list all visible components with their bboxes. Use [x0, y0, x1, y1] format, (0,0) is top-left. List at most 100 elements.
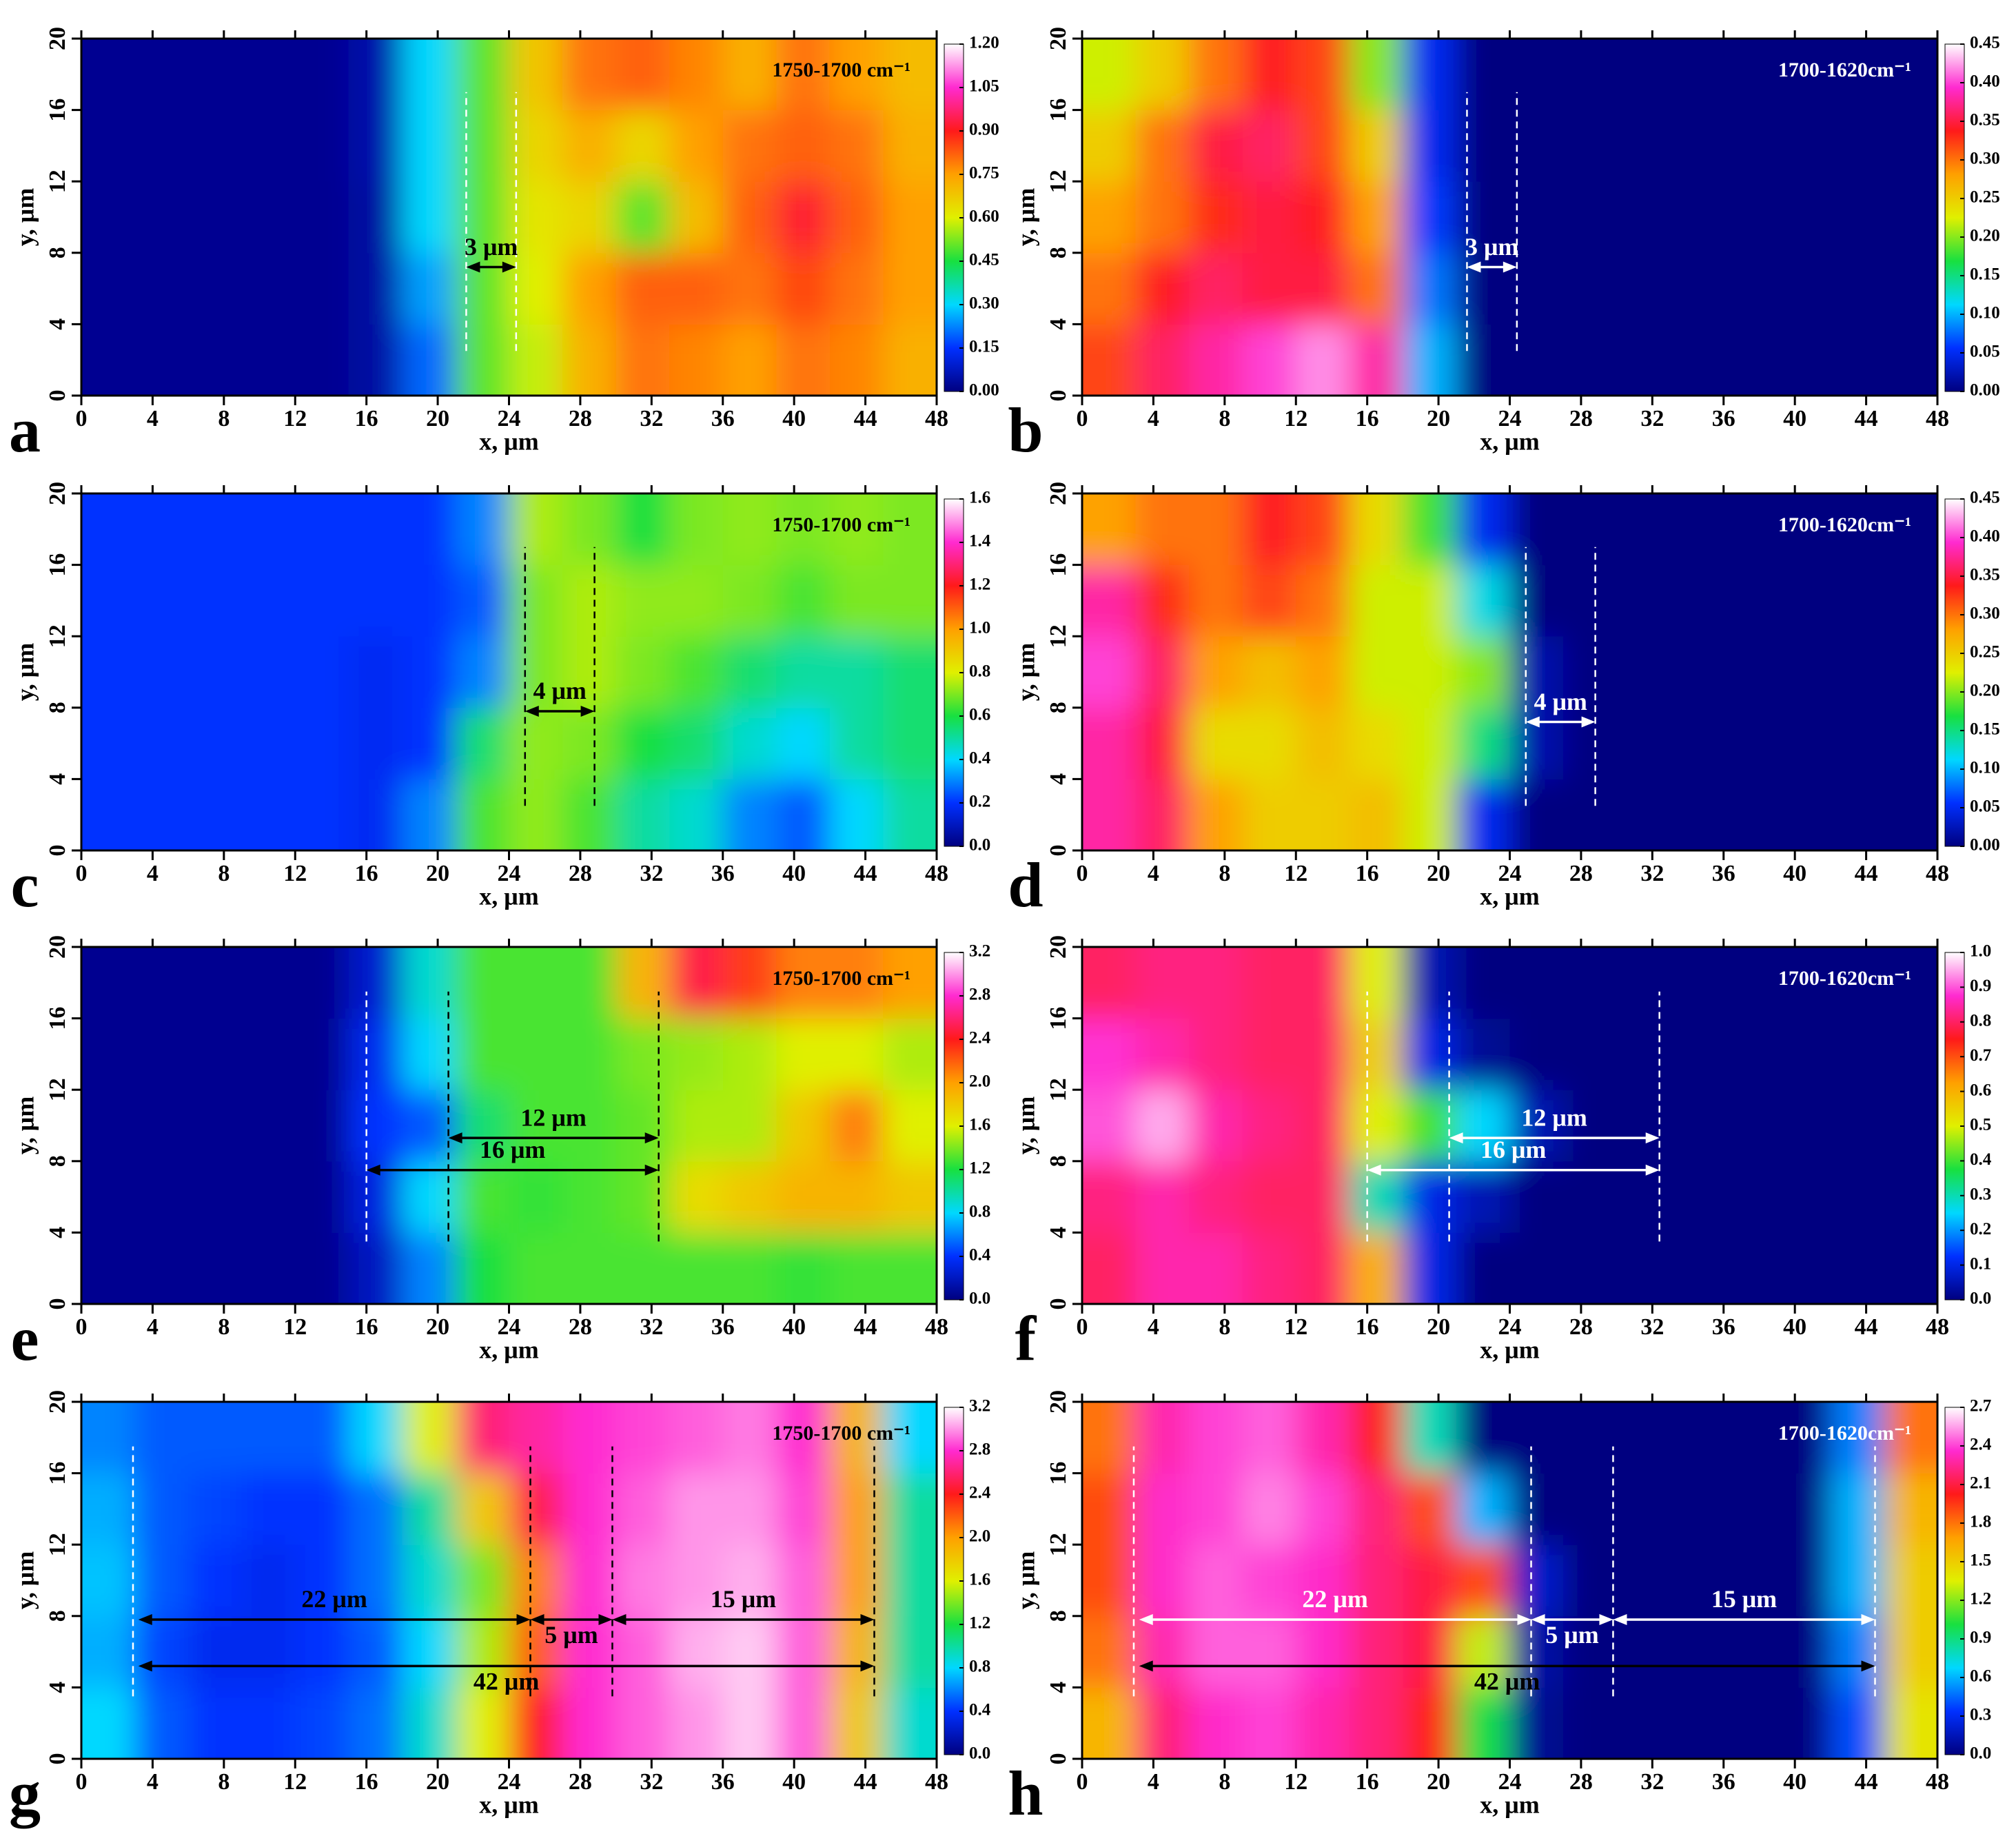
cell — [1777, 110, 1831, 182]
x-tick-label: 48 — [1926, 861, 1949, 886]
cell — [776, 39, 831, 111]
x-tick-label: 8 — [1219, 406, 1230, 431]
arrow-head — [1861, 1613, 1875, 1625]
x-tick-label: 8 — [218, 406, 230, 431]
cell — [509, 1544, 563, 1617]
cell — [455, 779, 509, 850]
cell — [241, 1090, 296, 1162]
cell — [1296, 947, 1350, 1019]
cell — [1189, 1090, 1243, 1162]
cell — [1082, 1687, 1137, 1759]
panel-label: b — [1008, 395, 1043, 465]
cell — [883, 1232, 937, 1304]
cell — [883, 39, 937, 111]
colorbar-tick-label: 1.8 — [1970, 1513, 1991, 1531]
x-tick-label: 48 — [1926, 1769, 1949, 1795]
cell — [1723, 707, 1778, 779]
cell — [1723, 39, 1778, 111]
cell — [1135, 252, 1190, 325]
cell — [1509, 110, 1564, 182]
cell — [455, 1687, 509, 1759]
cell — [1509, 1402, 1564, 1474]
cell — [1349, 779, 1403, 850]
cell — [1296, 39, 1350, 111]
cell — [1296, 1018, 1350, 1090]
cell — [1723, 1161, 1778, 1233]
cell — [1670, 779, 1724, 850]
y-tick-label: 12 — [1046, 624, 1071, 648]
cell — [81, 779, 136, 850]
cell — [1082, 947, 1137, 1019]
cell — [1349, 1402, 1403, 1474]
cell — [1456, 181, 1510, 254]
cell — [188, 707, 243, 779]
heatmap-area — [1082, 947, 1937, 1304]
cell — [509, 564, 563, 637]
colorbar-tick-label: 0.30 — [969, 294, 999, 313]
cell — [1723, 564, 1778, 637]
cell — [722, 1161, 777, 1233]
arrow-label: 42 μm — [474, 1668, 539, 1695]
cell — [562, 564, 617, 637]
cell — [1830, 1473, 1884, 1545]
x-tick-label: 16 — [1356, 861, 1379, 886]
cell — [883, 181, 937, 254]
cell — [1830, 110, 1884, 182]
cell — [1616, 493, 1671, 566]
cell — [1349, 1090, 1403, 1162]
x-tick-label: 12 — [1284, 406, 1307, 431]
cell — [1830, 1544, 1884, 1617]
cell — [1189, 947, 1243, 1019]
x-tick-label: 44 — [854, 406, 877, 431]
colorbar-tick-label: 0.40 — [1970, 72, 2000, 91]
colorbar-tick-label: 0.8 — [969, 662, 990, 681]
cell — [348, 110, 403, 182]
cell — [188, 1090, 243, 1162]
panel-label: c — [11, 850, 39, 920]
cell — [295, 1090, 349, 1162]
cell — [1082, 779, 1137, 850]
cell — [241, 636, 296, 708]
cell — [1670, 181, 1724, 254]
cell — [1456, 39, 1510, 111]
cell — [1403, 636, 1457, 708]
cell — [1349, 636, 1403, 708]
cell — [1777, 947, 1831, 1019]
cell — [1563, 1473, 1618, 1545]
cell — [1296, 110, 1350, 182]
cell — [1830, 564, 1884, 637]
cell — [1189, 1544, 1243, 1617]
x-tick-label: 32 — [640, 406, 663, 431]
cell — [1242, 947, 1296, 1019]
cell — [455, 1090, 509, 1162]
cell — [455, 493, 509, 566]
cell — [829, 947, 884, 1019]
cell — [1777, 779, 1831, 850]
cell — [1403, 1473, 1457, 1545]
cell — [348, 1402, 403, 1474]
cell — [295, 1018, 349, 1090]
cell — [1135, 1473, 1190, 1545]
cell — [669, 324, 724, 396]
cell — [295, 779, 349, 850]
cell — [776, 181, 831, 254]
heatmap-cells — [1082, 39, 1937, 396]
cell — [1349, 947, 1403, 1019]
cell — [81, 1402, 136, 1474]
y-tick-label: 16 — [1046, 99, 1071, 122]
cell — [1135, 39, 1190, 111]
heatmap-cells — [81, 1402, 937, 1759]
cell — [1830, 493, 1884, 566]
x-tick-label: 32 — [1640, 861, 1664, 886]
x-tick-label: 20 — [1427, 406, 1450, 431]
cell — [1616, 252, 1671, 325]
cell — [402, 39, 456, 111]
cell — [1296, 493, 1350, 566]
annotation: 1750-1700 cm⁻¹ — [772, 513, 910, 536]
colorbar-tick-label: 0.5 — [1970, 1116, 1991, 1134]
x-tick-label: 40 — [1783, 406, 1806, 431]
cell — [1296, 1544, 1350, 1617]
colorbar-tick-label: 0.0 — [969, 1744, 990, 1763]
x-tick-label: 12 — [283, 1314, 307, 1340]
cell — [1723, 1615, 1778, 1688]
